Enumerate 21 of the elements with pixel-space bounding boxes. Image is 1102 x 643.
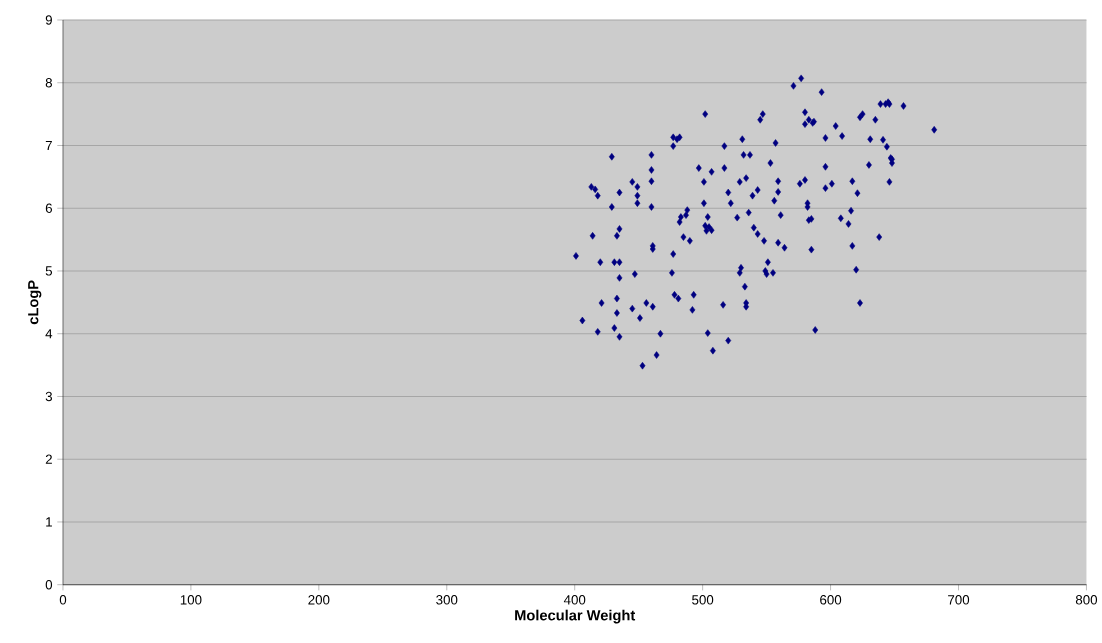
x-tick-label: 300 xyxy=(436,595,458,605)
x-tick-label: 400 xyxy=(563,595,586,605)
x-tick-label: 100 xyxy=(180,595,202,605)
x-tick-label: 600 xyxy=(820,595,842,605)
x-axis-title: Molecular Weight xyxy=(515,609,636,624)
x-tick-label: 0 xyxy=(59,595,67,605)
x-tick-label: 200 xyxy=(308,595,330,605)
y-tick-label: 1 xyxy=(46,517,52,527)
y-tick-label: 3 xyxy=(45,391,52,402)
y-tick-label: 5 xyxy=(45,266,53,276)
x-tick-label: 700 xyxy=(948,595,970,605)
x-tick-label: 800 xyxy=(1075,595,1098,605)
y-axis-title: cLogP xyxy=(28,280,42,325)
y-tick-label: 4 xyxy=(45,329,53,339)
y-tick-label: 2 xyxy=(45,454,52,465)
y-tick-label: 9 xyxy=(45,15,52,25)
y-tick-label: 8 xyxy=(45,78,52,88)
y-tick-label: 0 xyxy=(45,580,53,590)
y-tick-label: 7 xyxy=(45,141,52,151)
x-tick-label: 500 xyxy=(692,595,714,605)
y-tick-label: 6 xyxy=(45,203,52,214)
